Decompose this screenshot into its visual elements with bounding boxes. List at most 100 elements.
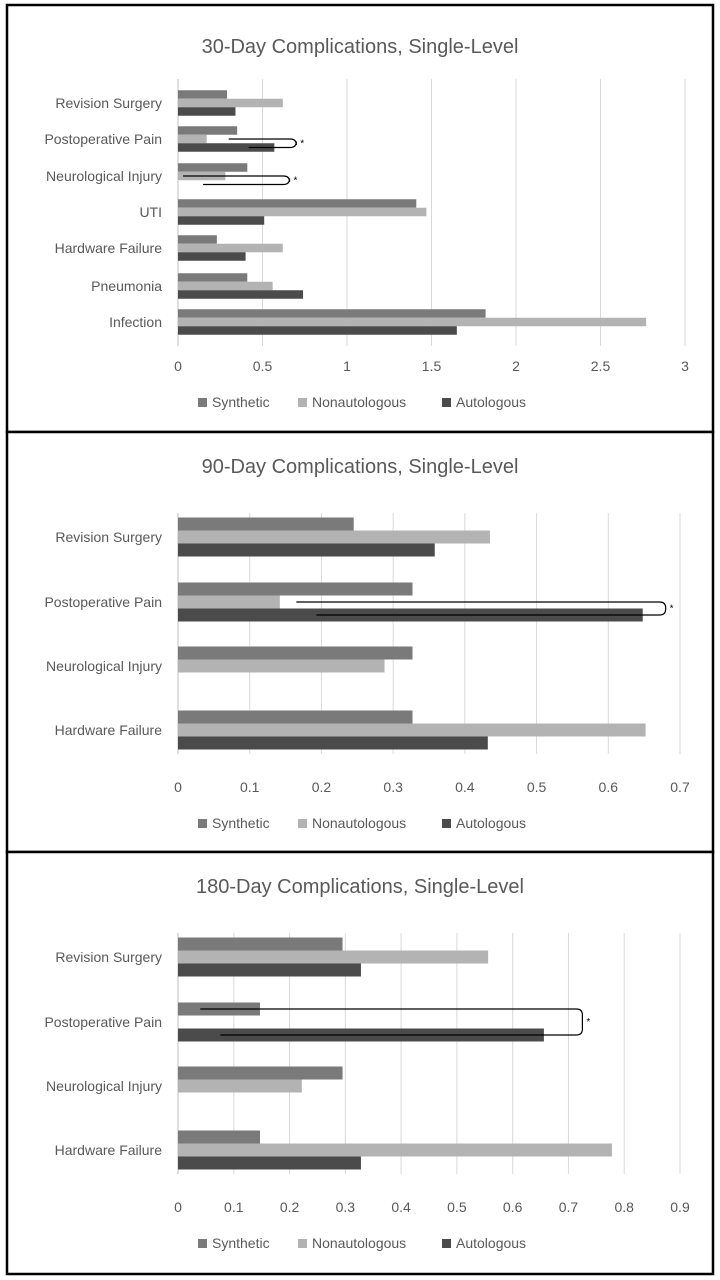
x-tick-label: 0: [174, 358, 182, 374]
x-tick-label: 0.3: [383, 779, 403, 795]
bar-synthetic: [178, 517, 354, 531]
category-label: Neurological Injury: [46, 658, 162, 674]
bar-autologous: [178, 1156, 361, 1170]
legend-label: Autologous: [456, 1235, 526, 1251]
category-label: Hardware Failure: [55, 1142, 163, 1158]
legend-swatch-autologous: [442, 398, 451, 407]
panel-border: [5, 3, 715, 434]
category-label: Hardware Failure: [55, 722, 163, 738]
category-label: Pneumonia: [91, 278, 162, 294]
significance-bracket: [183, 175, 291, 186]
x-tick-label: 1.5: [422, 358, 442, 374]
category-label: Neurological Injury: [46, 1078, 162, 1094]
chart-panel-1: 30-Day Complications, Single-Level 0 0.5 1 1…: [5, 3, 715, 434]
bar-autologous: [178, 326, 457, 335]
bar-synthetic: [178, 163, 248, 172]
chart-title: 180-Day Complications, Single-Level: [196, 876, 524, 898]
chart-title: 30-Day Complications, Single-Level: [202, 36, 519, 58]
bar-autologous: [178, 736, 488, 750]
bar-synthetic: [178, 582, 413, 596]
bar-synthetic: [178, 90, 228, 99]
x-tick-label: 0.5: [253, 358, 273, 374]
bar-synthetic: [178, 126, 238, 135]
legend-label: Autologous: [456, 394, 526, 410]
bar-nonautologous: [178, 530, 490, 544]
chart-panel-3: 180-Day Complications, Single-Level 0 0.1 0…: [5, 850, 715, 1276]
x-tick-label: 0.1: [224, 1199, 244, 1215]
legend-label: Autologous: [456, 815, 526, 831]
x-tick-label: 0.3: [336, 1199, 356, 1215]
bar-nonautologous: [178, 317, 647, 327]
x-tick-label: 0.5: [447, 1199, 467, 1215]
x-tick-label: 0.6: [503, 1199, 523, 1215]
x-tick-label: 0.6: [599, 779, 619, 795]
bar-synthetic: [178, 937, 343, 951]
bar-autologous: [178, 252, 246, 261]
x-tick-label: 0.8: [614, 1199, 634, 1215]
chart-panel-2: 90-Day Complications, Single-Level 0 0.1 0.…: [5, 430, 715, 854]
bar-synthetic: [178, 199, 417, 208]
bar-synthetic: [178, 273, 248, 282]
x-tick-label: 0.4: [455, 779, 475, 795]
bar-synthetic: [178, 1130, 260, 1144]
x-tick-label: 0: [174, 779, 182, 795]
significance-bracket: [296, 601, 667, 616]
bar-nonautologous: [178, 595, 280, 609]
category-label: Revision Surgery: [55, 529, 162, 545]
x-tick-label: 0.5: [527, 779, 547, 795]
x-tick-label: 0.7: [670, 779, 690, 795]
x-tick-label: 0.7: [559, 1199, 579, 1215]
significance-asterisk: *: [586, 1017, 590, 1028]
x-tick-label: 0.1: [240, 779, 260, 795]
bar-nonautologous: [178, 134, 207, 144]
bar-autologous: [178, 216, 265, 225]
legend-swatch-synthetic: [198, 819, 207, 828]
significance-bracket: [200, 1008, 583, 1036]
bar-nonautologous: [178, 243, 283, 253]
x-tick-label: 3: [681, 358, 689, 374]
bar-synthetic: [178, 235, 217, 244]
category-label: Postoperative Pain: [44, 131, 162, 147]
bar-nonautologous: [178, 98, 283, 108]
bar-nonautologous: [178, 281, 273, 291]
bar-synthetic: [178, 309, 486, 318]
x-tick-label: 0: [174, 1199, 182, 1215]
significance-bracket: [228, 138, 297, 149]
legend-label: Nonautologous: [312, 1235, 406, 1251]
bar-nonautologous: [178, 723, 646, 737]
legend-label: Synthetic: [212, 394, 270, 410]
bar-nonautologous: [178, 1143, 612, 1157]
category-label: Postoperative Pain: [44, 594, 162, 610]
category-label: Neurological Injury: [46, 168, 162, 184]
category-label: Revision Surgery: [55, 949, 162, 965]
legend-swatch-nonautologous: [298, 819, 307, 828]
bar-nonautologous: [178, 207, 427, 217]
bar-nonautologous: [178, 659, 385, 673]
x-tick-label: 2: [512, 358, 520, 374]
bar-autologous: [178, 543, 435, 557]
chart-title: 90-Day Complications, Single-Level: [202, 456, 519, 478]
panel-border: [5, 850, 715, 1276]
significance-asterisk: *: [300, 138, 304, 149]
x-tick-label: 2.5: [591, 358, 611, 374]
bar-autologous: [178, 143, 275, 152]
bar-autologous: [178, 290, 304, 299]
x-tick-label: 0.2: [280, 1199, 300, 1215]
legend-swatch-synthetic: [198, 1239, 207, 1248]
category-label: Infection: [109, 314, 162, 330]
bar-nonautologous: [178, 950, 489, 964]
x-tick-label: 1: [343, 358, 351, 374]
x-tick-label: 0.4: [391, 1199, 411, 1215]
legend-label: Nonautologous: [312, 815, 406, 831]
bar-nonautologous: [178, 1079, 302, 1093]
legend-swatch-autologous: [442, 1239, 451, 1248]
bar-synthetic: [178, 710, 413, 724]
significance-asterisk: *: [670, 604, 674, 615]
category-label: UTI: [139, 204, 162, 220]
legend-swatch-nonautologous: [298, 1239, 307, 1248]
legend-label: Synthetic: [212, 1235, 270, 1251]
x-tick-label: 0.9: [670, 1199, 690, 1215]
bar-autologous: [178, 963, 361, 977]
legend-swatch-synthetic: [198, 398, 207, 407]
